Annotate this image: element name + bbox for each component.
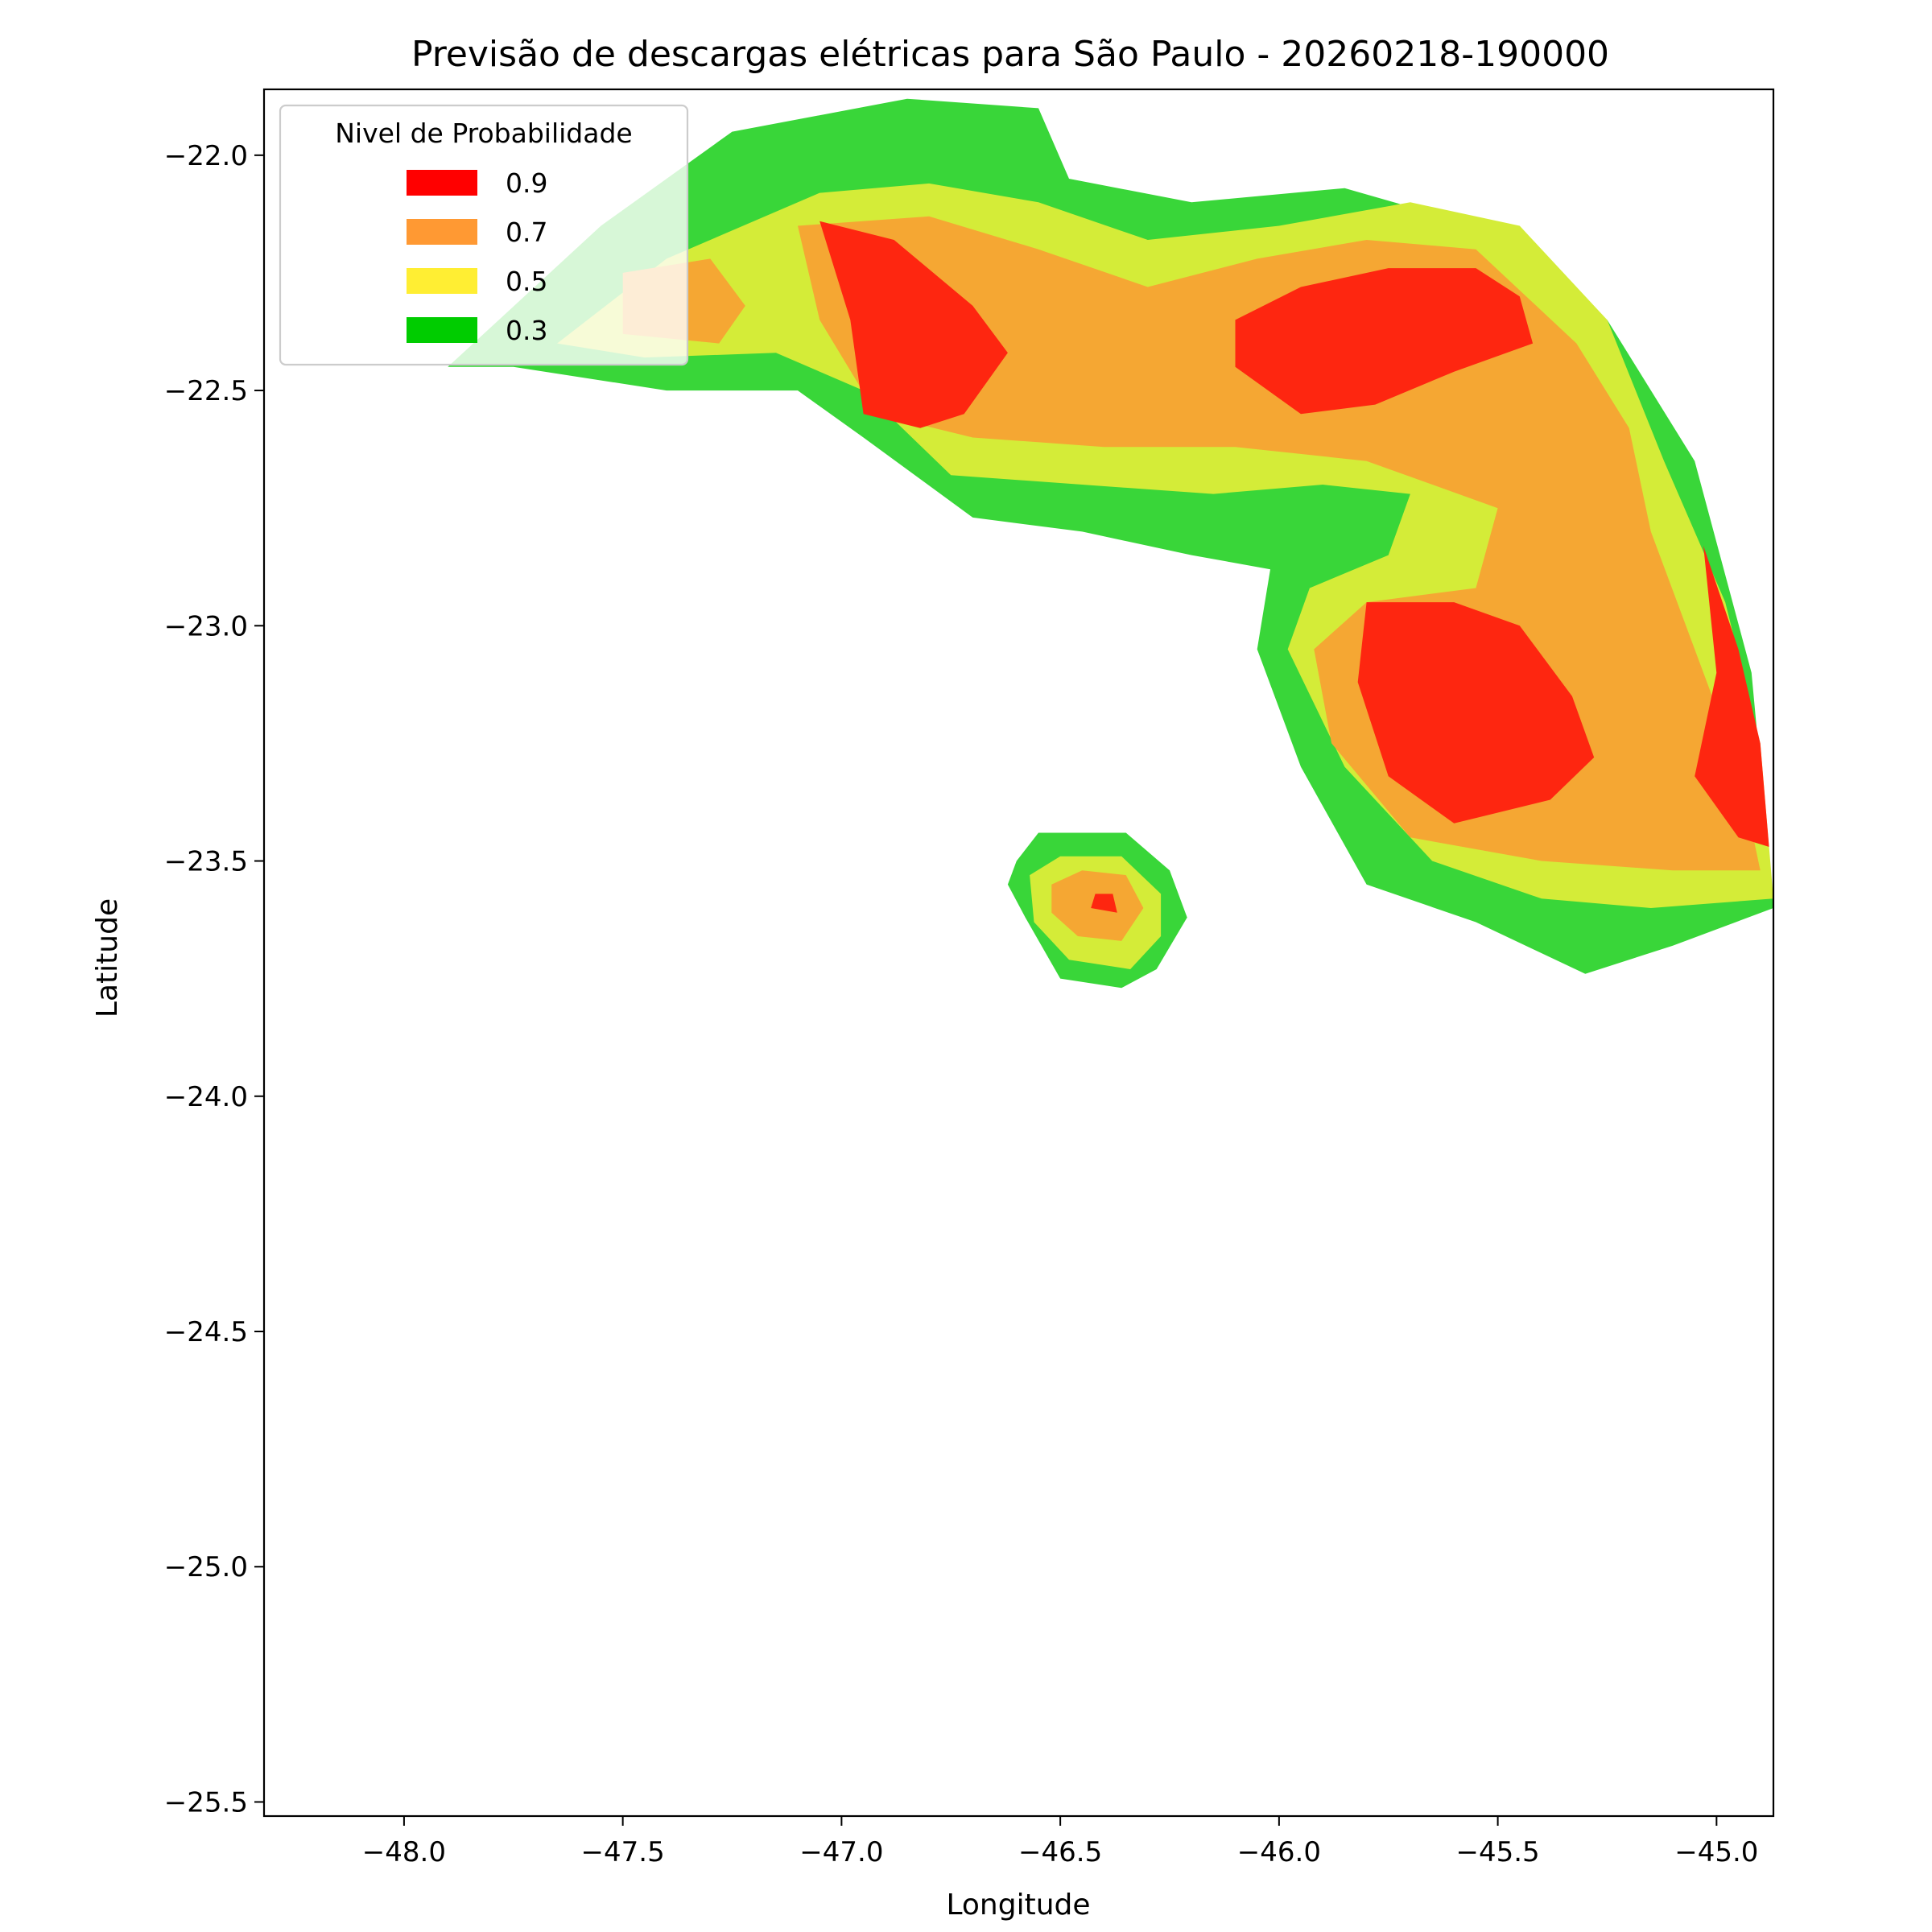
x-tick-label: −45.0 [1674, 1836, 1758, 1868]
contour-region-09-9 [1357, 602, 1595, 824]
legend-title: Nivel de Probabilidade [335, 118, 632, 149]
x-tick-label: −46.5 [1018, 1836, 1102, 1868]
legend-swatch [407, 317, 477, 343]
legend-label: 0.3 [506, 315, 547, 346]
x-tick-label: −46.0 [1237, 1836, 1321, 1868]
contour-region-09-10 [1695, 545, 1769, 847]
y-tick-label: −25.0 [164, 1551, 248, 1583]
y-tick-label: −23.0 [164, 610, 248, 642]
x-tick-label: −48.0 [362, 1836, 446, 1868]
y-axis-ticks: −22.0 −22.5 −23.0 −23.5 −24.0 −24.5 −25.0 −25.5 [164, 140, 264, 1818]
plot-frame [262, 88, 1775, 1818]
y-tick-label: −22.5 [164, 375, 248, 407]
legend-label: 0.9 [506, 167, 547, 199]
legend: Nivel de Probabilidade 0.9 0.7 0.5 0.3 [279, 104, 689, 366]
x-tick-label: −45.5 [1456, 1836, 1540, 1868]
contour-region-09-8 [1235, 268, 1534, 415]
legend-label: 0.5 [506, 266, 547, 297]
contour-region-09-7 [819, 221, 1008, 428]
y-axis-label: Latitude [91, 898, 124, 1018]
legend-swatch [407, 219, 477, 245]
x-tick-label: −47.5 [581, 1836, 665, 1868]
y-tick-label: −24.0 [164, 1081, 248, 1113]
legend-entries: 0.9 0.7 0.5 0.3 [407, 167, 547, 346]
contour-region-09-11 [1091, 894, 1117, 913]
y-tick-label: −25.5 [164, 1786, 248, 1818]
chart-title: Previsão de descargas elétricas para São… [411, 34, 1609, 75]
y-tick-label: −24.5 [164, 1316, 248, 1348]
legend-swatch [407, 268, 477, 294]
legend-box [279, 104, 689, 366]
legend-label: 0.7 [506, 217, 547, 248]
y-tick-label: −22.0 [164, 140, 248, 172]
x-axis-ticks: −48.0 −47.5 −47.0 −46.5 −46.0 −45.5 −45.0 [362, 1816, 1758, 1868]
contour-regions [448, 98, 1773, 989]
x-tick-label: −47.0 [799, 1836, 883, 1868]
y-tick-label: −23.5 [164, 846, 248, 878]
x-axis-label: Longitude [946, 1889, 1090, 1922]
legend-swatch [407, 170, 477, 196]
